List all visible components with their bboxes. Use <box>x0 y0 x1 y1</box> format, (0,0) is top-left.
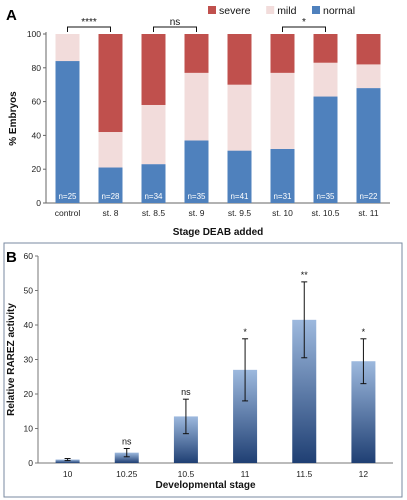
bar-severe <box>141 34 166 105</box>
n-label: n=25 <box>58 192 77 201</box>
x-tick-label: 10.5 <box>178 469 195 479</box>
y-tick-label: 40 <box>24 320 34 330</box>
x-tick-label: st. 8 <box>102 208 118 218</box>
x-axis-title: Developmental stage <box>155 480 255 491</box>
y-tick-label: 0 <box>28 458 33 468</box>
panel-b-frame <box>3 242 403 498</box>
legend-swatch-mild <box>266 6 275 14</box>
bar-mild <box>141 104 166 165</box>
significance-label: * <box>362 327 366 337</box>
bar-mild <box>313 62 338 97</box>
y-tick-label: 60 <box>24 251 34 261</box>
n-label: n=22 <box>359 192 378 201</box>
bar <box>233 369 258 463</box>
bar-severe <box>98 34 123 133</box>
x-tick-label: st. 9.5 <box>228 208 251 218</box>
x-axis-title: Stage DEAB added <box>173 227 264 238</box>
bar-severe <box>227 34 252 85</box>
y-axis-title: % Embryos <box>8 91 19 146</box>
bar-mild <box>184 72 209 141</box>
bar-mild <box>227 84 252 151</box>
bar-normal <box>141 164 166 203</box>
x-tick-label: 12 <box>359 469 369 479</box>
y-tick-label: 40 <box>32 130 42 140</box>
bar-severe <box>270 34 295 73</box>
significance-label: ns <box>181 387 191 397</box>
bar-normal <box>55 61 80 203</box>
x-tick-label: st. 10 <box>272 208 293 218</box>
panel-b-label: B <box>6 249 17 266</box>
n-label: n=35 <box>316 192 335 201</box>
x-tick-label: st. 10.5 <box>312 208 340 218</box>
legend-label-severe: severe <box>219 5 251 17</box>
significance-label: **** <box>81 17 97 28</box>
bar-mild <box>98 132 123 168</box>
y-tick-label: 10 <box>24 424 34 434</box>
bar-mild <box>270 72 295 149</box>
y-tick-label: 20 <box>32 164 42 174</box>
significance-label: * <box>302 17 306 28</box>
x-tick-label: 11 <box>241 469 250 479</box>
legend-swatch-severe <box>208 6 216 14</box>
n-label: n=31 <box>273 192 292 201</box>
n-label: n=34 <box>144 192 163 201</box>
significance-label: ** <box>301 270 309 280</box>
bar-normal <box>227 150 252 203</box>
bar <box>114 452 139 463</box>
y-tick-label: 80 <box>32 63 42 73</box>
x-tick-label: st. 9 <box>188 208 204 218</box>
significance-bracket <box>282 26 326 32</box>
x-tick-label: st. 8.5 <box>142 208 165 218</box>
bar-normal <box>356 88 381 203</box>
bar-mild <box>55 34 80 62</box>
significance-label: * <box>243 327 247 337</box>
x-tick-label: 10.25 <box>116 469 138 479</box>
x-tick-label: 11.5 <box>296 469 312 479</box>
significance-bracket <box>67 26 111 32</box>
y-tick-label: 50 <box>24 286 34 296</box>
y-tick-label: 60 <box>32 97 42 107</box>
x-tick-label: control <box>55 208 81 218</box>
y-axis-title: Relative RAREZ activity <box>6 303 17 416</box>
bar-normal <box>270 148 295 203</box>
bar-severe <box>356 34 381 65</box>
n-label: n=28 <box>101 192 120 201</box>
bar-normal <box>184 140 209 203</box>
significance-bracket <box>153 26 197 32</box>
n-label: n=41 <box>230 192 249 201</box>
panel-b-chart: 0 10 20 30 40 50 60 10 ns 10.25 ns 10.5 * 11 ** 11.5 * 12… <box>6 251 393 491</box>
bar-normal <box>313 96 338 203</box>
bar-severe <box>184 34 209 73</box>
legend-label-mild: mild <box>277 5 296 17</box>
legend-swatch-normal <box>312 6 320 14</box>
n-label: n=35 <box>187 192 206 201</box>
panel-a-label: A <box>6 7 17 24</box>
y-tick-label: 30 <box>24 355 34 365</box>
y-tick-label: 20 <box>24 389 34 399</box>
y-tick-label: 100 <box>27 29 41 39</box>
x-tick-label: st. 11 <box>358 208 378 218</box>
bar-mild <box>356 64 381 89</box>
y-tick-label: 0 <box>36 198 41 208</box>
bar-severe <box>313 34 338 63</box>
significance-label: ns <box>170 17 181 28</box>
bar-normal <box>98 167 123 203</box>
panel-a-chart: 0 20 40 60 80 100 n=25 control n=28 st. 8 n=34 st. … <box>8 5 390 238</box>
bar <box>55 459 80 463</box>
x-tick-label: 10 <box>63 469 73 479</box>
significance-label: ns <box>122 437 132 447</box>
legend-label-normal: normal <box>323 5 355 17</box>
